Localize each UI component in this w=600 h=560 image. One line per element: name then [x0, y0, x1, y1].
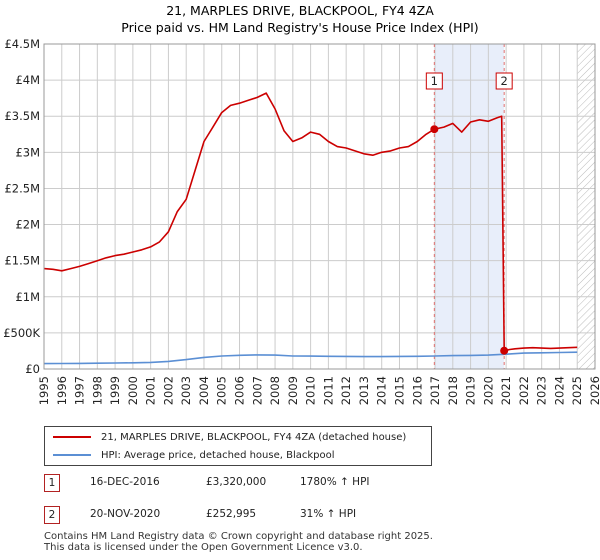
y-tick-label: £3M	[15, 145, 40, 159]
purchase-span-shade	[434, 44, 505, 369]
x-tick-label: 1995	[37, 376, 51, 405]
transaction-number: 2	[44, 506, 60, 524]
transaction-price: £252,995	[206, 508, 257, 520]
x-tick-label: 2001	[144, 376, 158, 405]
x-tick-label: 2022	[517, 376, 531, 405]
footer-licence: This data is licensed under the Open Gov…	[44, 542, 363, 553]
transaction-date: 20-NOV-2020	[90, 508, 161, 520]
x-tick-label: 2003	[179, 376, 193, 405]
annotation-label: 1	[431, 74, 438, 88]
transaction-price: £3,320,000	[206, 476, 267, 488]
transaction-date: 16-DEC-2016	[90, 476, 160, 488]
x-tick-label: 2017	[428, 376, 442, 405]
y-tick-label: £1.5M	[4, 254, 40, 268]
x-tick-label: 2016	[410, 376, 424, 405]
y-tick-label: £500K	[3, 326, 40, 340]
x-tick-label: 2019	[464, 376, 478, 405]
x-tick-label: 2007	[250, 376, 264, 405]
x-tick-label: 1998	[90, 376, 104, 405]
x-tick-label: 2026	[588, 376, 600, 405]
x-tick-label: 2006	[233, 376, 247, 405]
x-tick-label: 2014	[375, 376, 389, 405]
x-tick-label: 2008	[268, 376, 282, 405]
legend-line-red	[53, 436, 91, 438]
annotation-box	[425, 72, 443, 90]
annotation-label: 2	[501, 74, 508, 88]
legend-label-hpi: HPI: Average price, detached house, Blac…	[101, 449, 335, 461]
y-tick-label: £4.5M	[4, 37, 40, 51]
y-tick-label: £3.5M	[4, 109, 40, 123]
legend-label-property: 21, MARPLES DRIVE, BLACKPOOL, FY4 4ZA (d…	[101, 431, 407, 443]
sale-point-marker	[500, 346, 509, 355]
footer-copyright: Contains HM Land Registry data © Crown c…	[44, 531, 433, 542]
legend-line-blue	[53, 454, 91, 456]
future-hatch	[577, 44, 595, 369]
plot-frame	[43, 43, 596, 370]
y-tick-label: £0	[25, 362, 40, 376]
legend-item-hpi: HPI: Average price, detached house, Blac…	[53, 447, 335, 463]
x-tick-label: 2005	[215, 376, 229, 405]
transaction-number: 1	[44, 474, 60, 492]
legend-item-property: 21, MARPLES DRIVE, BLACKPOOL, FY4 4ZA (d…	[53, 429, 406, 445]
x-tick-label: 2004	[197, 376, 211, 405]
x-tick-label: 1996	[55, 376, 69, 405]
annotation-box	[495, 72, 513, 90]
transaction-hpi: 1780% ↑ HPI	[300, 476, 370, 488]
x-tick-label: 2023	[535, 376, 549, 405]
x-tick-label: 2013	[357, 376, 371, 405]
x-tick-label: 1999	[108, 376, 122, 405]
x-tick-label: 2015	[392, 376, 406, 405]
y-tick-label: £1M	[15, 290, 40, 304]
y-tick-label: £2M	[15, 218, 40, 232]
x-tick-label: 2011	[321, 376, 335, 405]
x-tick-label: 2002	[161, 376, 175, 405]
series-line	[43, 351, 578, 365]
x-tick-label: 2009	[286, 376, 300, 405]
legend: 21, MARPLES DRIVE, BLACKPOOL, FY4 4ZA (d…	[44, 426, 432, 466]
price-chart: 21, MARPLES DRIVE, BLACKPOOL, FY4 4ZA Pr…	[3, 3, 600, 405]
x-tick-label: 2000	[126, 376, 140, 405]
series-line	[43, 92, 578, 352]
x-tick-label: 2021	[499, 376, 513, 405]
transaction-hpi: 31% ↑ HPI	[300, 508, 357, 520]
chart-subtitle: Price paid vs. HM Land Registry's House …	[121, 20, 478, 35]
x-tick-label: 2012	[339, 376, 353, 405]
x-tick-label: 2020	[481, 376, 495, 405]
sale-point-marker	[430, 125, 439, 134]
x-tick-label: 1997	[73, 376, 87, 405]
y-tick-label: £4M	[15, 73, 40, 87]
x-tick-label: 2018	[446, 376, 460, 405]
x-tick-label: 2010	[304, 376, 318, 405]
plot-area	[44, 44, 595, 369]
footer: Contains HM Land Registry data © Crown c…	[44, 531, 433, 553]
x-tick-label: 2024	[552, 376, 566, 405]
x-tick-label: 2025	[570, 376, 584, 405]
chart-title: 21, MARPLES DRIVE, BLACKPOOL, FY4 4ZA	[166, 3, 434, 18]
y-tick-label: £2.5M	[4, 181, 40, 195]
